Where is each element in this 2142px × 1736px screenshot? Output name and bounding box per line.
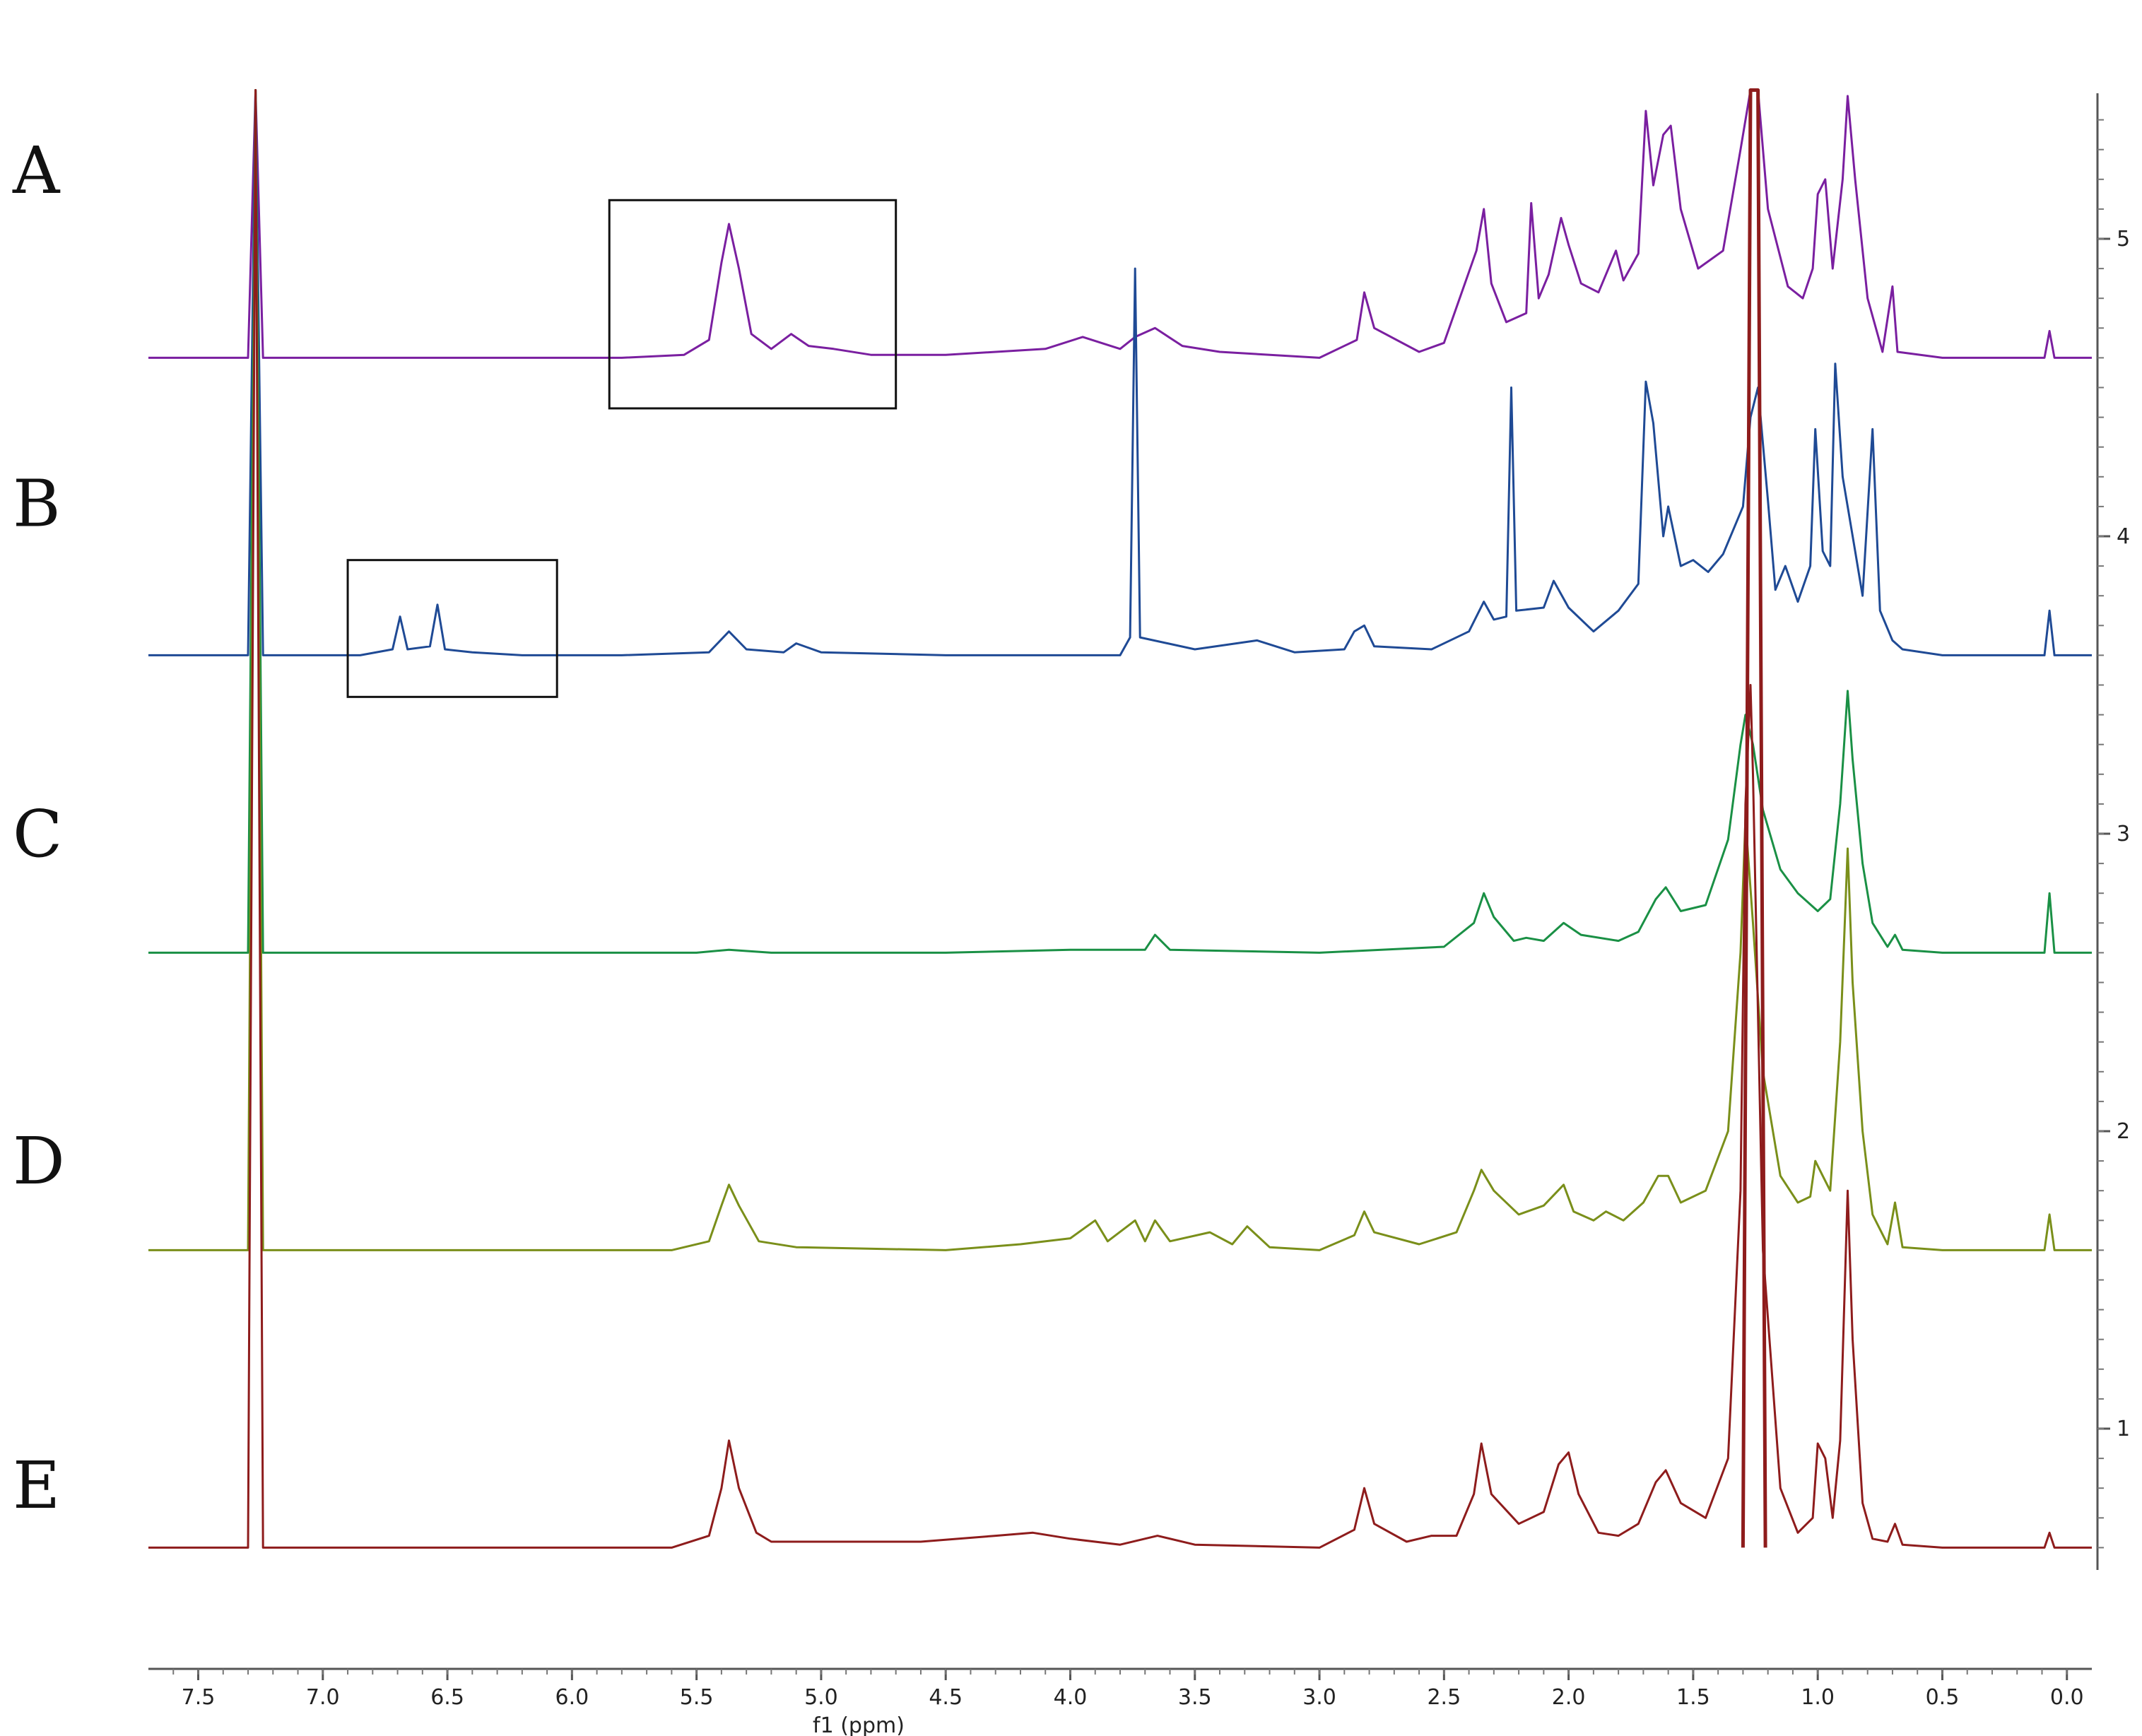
y-tick-label: 5 (2117, 227, 2130, 252)
x-tick-label: 3.5 (1178, 1685, 1212, 1710)
y-tick-label: 4 (2117, 524, 2130, 549)
spectrum-trace-a (148, 89, 2092, 359)
x-tick-label: 2.5 (1427, 1685, 1461, 1710)
trace-label-a: A (12, 133, 61, 208)
spectrum-trace-d (148, 89, 2092, 1251)
trace-labels: A B C D E (12, 133, 65, 1523)
x-tick-label: 6.0 (555, 1685, 589, 1710)
x-tick-label: 3.0 (1302, 1685, 1336, 1710)
x-tick-label: 0.5 (1926, 1685, 1960, 1710)
spectrum-trace-b (148, 89, 2092, 656)
x-tick-label: 5.5 (680, 1685, 714, 1710)
x-tick-label: 7.0 (306, 1685, 340, 1710)
x-axis: 7.5 7.0 6.5 6.0 5.5 5.0 4.5 4.0 3.5 3.0 2.5 2.0 1.5 1… (148, 1667, 2092, 1710)
trace-label-c: C (13, 796, 62, 872)
spectrum-trace-cdcl3-peak (1741, 88, 1767, 1548)
y-tick-label: 1 (2117, 1417, 2130, 1441)
spectrum-trace-c (148, 89, 2092, 954)
spectrum-trace-e (148, 89, 2092, 1549)
trace-label-b: B (13, 466, 61, 542)
x-axis-title: f1 (ppm) (813, 1713, 905, 1736)
x-tick-label: 5.0 (804, 1685, 838, 1710)
y-tick-label: 2 (2117, 1119, 2130, 1144)
y-tick-label: 3 (2117, 822, 2130, 846)
x-tick-label: 4.5 (929, 1685, 963, 1710)
highlight-box-1 (608, 199, 898, 410)
x-tick-label: 0.0 (2050, 1685, 2084, 1710)
x-tick-label: 7.5 (182, 1685, 216, 1710)
x-tick-label: 1.0 (1801, 1685, 1835, 1710)
y-axis: 1 2 3 4 5 (2096, 93, 2130, 1570)
spectra-traces (148, 88, 2092, 1549)
x-tick-label: 1.5 (1676, 1685, 1710, 1710)
x-tick-label: 4.0 (1054, 1685, 1088, 1710)
x-tick-label: 2.0 (1552, 1685, 1586, 1710)
trace-label-d: D (13, 1123, 65, 1199)
highlight-boxes (346, 199, 898, 698)
x-tick-label: 6.5 (430, 1685, 464, 1710)
highlight-box-2 (346, 559, 558, 698)
trace-label-e: E (13, 1448, 60, 1523)
